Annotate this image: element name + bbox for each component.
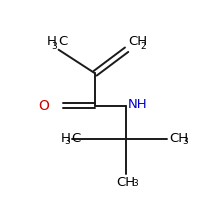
Text: C: C [71,132,81,145]
Text: 3: 3 [182,137,188,146]
Text: O: O [38,99,49,113]
Text: 3: 3 [132,179,138,188]
Text: H: H [61,132,70,145]
Text: 3: 3 [51,42,57,51]
Text: CH: CH [116,176,135,189]
Text: NH: NH [128,98,147,111]
Text: CH: CH [169,132,188,145]
Text: H: H [47,35,57,48]
Text: 2: 2 [141,42,146,51]
Text: C: C [59,35,68,48]
Text: CH: CH [129,35,148,48]
Text: 3: 3 [65,137,70,146]
